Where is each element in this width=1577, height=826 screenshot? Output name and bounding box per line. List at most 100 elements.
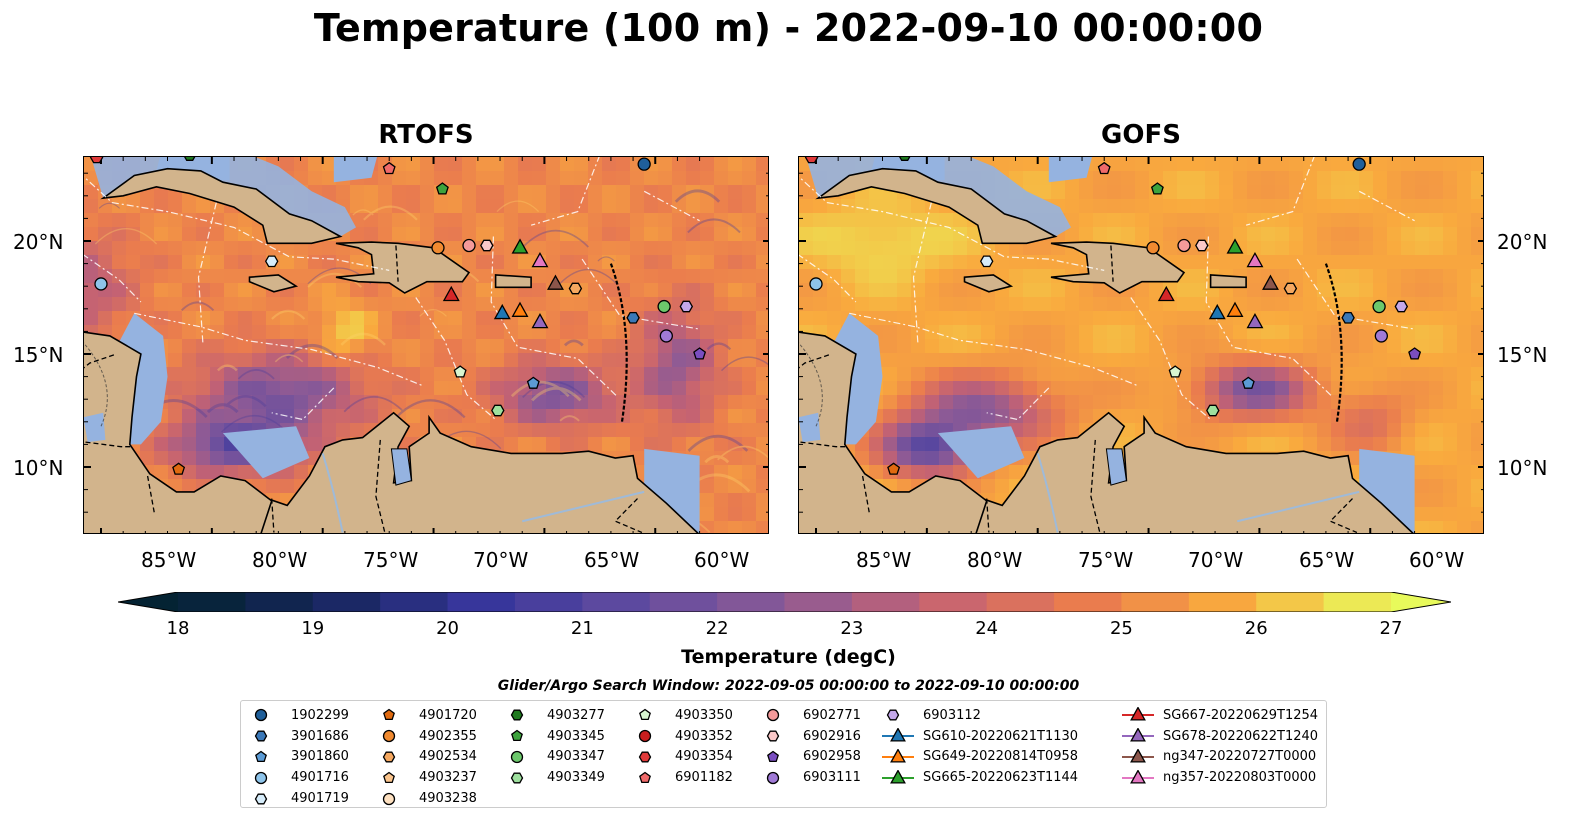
shelf-water xyxy=(1048,157,1093,183)
argo-float-marker xyxy=(1206,404,1220,417)
lon-tick: 75°W xyxy=(363,548,419,572)
legend-item: 6901182 xyxy=(633,767,733,788)
lon-tick: 60°W xyxy=(694,548,750,572)
country-border xyxy=(614,498,643,533)
argo-float-marker xyxy=(979,255,994,268)
argo-float-marker xyxy=(626,311,640,324)
legend-item: 1902299 xyxy=(249,705,349,726)
river xyxy=(521,490,645,523)
land-mass xyxy=(1209,274,1247,289)
legend-item: 6902771 xyxy=(761,705,861,726)
legend-item: 4903349 xyxy=(505,767,605,788)
colorbar-extend-low xyxy=(118,592,178,612)
hexagon-marker-icon xyxy=(249,791,283,807)
colorbar-tick: 26 xyxy=(1244,618,1268,639)
legend-label: 4901716 xyxy=(291,770,349,786)
lake-maracaibo xyxy=(390,448,412,486)
glider-marker xyxy=(1262,274,1279,290)
circle-marker-icon xyxy=(761,707,795,723)
hexagon-marker-icon xyxy=(761,728,795,744)
legend-label: 6901182 xyxy=(675,770,733,786)
legend-item: 4903347 xyxy=(505,747,605,768)
colorbar-segment xyxy=(649,592,718,612)
argo-float-marker xyxy=(1408,347,1422,360)
legend-label: SG649-20220814T0958 xyxy=(923,749,1079,765)
triangle-marker-icon xyxy=(1121,769,1155,786)
land-mass xyxy=(248,274,299,293)
eez-boundary xyxy=(415,297,496,420)
argo-float-marker xyxy=(568,282,583,295)
lat-tick: 15°N xyxy=(1497,343,1548,367)
pentagon-marker-icon xyxy=(377,770,411,786)
country-border xyxy=(1110,245,1114,282)
colorbar-segment xyxy=(245,592,314,612)
colorbar-segment xyxy=(784,592,853,612)
pentagon-marker-icon xyxy=(633,770,667,786)
colorbar-segment xyxy=(447,592,516,612)
legend-item: 4903354 xyxy=(633,747,733,768)
colorbar-segment xyxy=(582,592,651,612)
gofs-map[interactable] xyxy=(798,156,1484,534)
argo-float-marker xyxy=(693,347,707,360)
legend-label: 4903345 xyxy=(547,728,605,744)
argo-float-marker xyxy=(264,255,279,268)
legend-label: 6902958 xyxy=(803,749,861,765)
eez-boundary xyxy=(581,258,700,330)
legend-label: 6903111 xyxy=(803,770,861,786)
shelf-water xyxy=(91,157,356,237)
legend-item: 3901860 xyxy=(249,747,349,768)
legend-item: SG649-20220814T0958 xyxy=(881,747,1078,768)
hexagon-marker-icon xyxy=(377,749,411,765)
eez-boundary xyxy=(530,157,600,226)
glider-marker xyxy=(1157,285,1175,302)
argo-float-marker xyxy=(809,277,823,291)
argo-float-marker xyxy=(1394,300,1409,313)
eez-boundary xyxy=(1358,190,1415,222)
colorbar-segment xyxy=(1188,592,1257,612)
argo-float-marker xyxy=(679,300,694,313)
colorbar-segment xyxy=(851,592,920,612)
colorbar-segment xyxy=(1256,592,1325,612)
glider-marker xyxy=(531,251,549,268)
legend-label: SG667-20220629T1254 xyxy=(1163,707,1319,723)
hexagon-marker-icon xyxy=(505,770,539,786)
legend-item: 4901716 xyxy=(249,767,349,788)
legend-label: 4903277 xyxy=(547,707,605,723)
legend-label: 4903352 xyxy=(675,728,733,744)
pentagon-marker-icon xyxy=(761,749,795,765)
colorbar-segment xyxy=(514,592,583,612)
rtofs-map[interactable] xyxy=(83,156,769,534)
circle-marker-icon xyxy=(505,749,539,765)
lake-maracaibo xyxy=(1105,448,1127,486)
glider-marker xyxy=(1208,303,1226,320)
colorbar-tick: 24 xyxy=(975,618,999,639)
colorbar-segment xyxy=(1121,592,1190,612)
legend-label: 4902355 xyxy=(419,728,477,744)
country-border xyxy=(800,441,847,448)
country-border xyxy=(986,498,990,533)
argo-float-marker xyxy=(1177,238,1191,253)
figure-title: Temperature (100 m) - 2022-09-10 00:00:0… xyxy=(313,6,1264,50)
argo-float-marker xyxy=(526,376,540,389)
legend-item: 4901720 xyxy=(377,705,477,726)
argo-float-marker xyxy=(480,239,494,252)
country-border xyxy=(375,439,386,533)
lake-nicaragua xyxy=(84,412,106,443)
legend-item: 4903352 xyxy=(633,726,733,747)
circle-marker-icon xyxy=(249,707,283,723)
lon-tick: 70°W xyxy=(1188,548,1244,572)
legend-label: 4903237 xyxy=(419,770,477,786)
legend-item: 4902355 xyxy=(377,726,477,747)
colorbar xyxy=(118,592,1451,612)
glider-marker xyxy=(1246,251,1264,268)
land-mass xyxy=(494,274,532,289)
lon-tick: 85°W xyxy=(856,548,912,572)
triangle-marker-icon xyxy=(1121,707,1155,723)
argo-float-marker xyxy=(1374,329,1388,343)
lat-tick: 10°N xyxy=(13,456,64,480)
eez-boundary xyxy=(490,236,619,398)
eez-boundary xyxy=(134,312,423,387)
glider-marker xyxy=(1226,238,1244,254)
argo-float-marker xyxy=(804,157,819,164)
argo-float-marker xyxy=(1352,157,1366,171)
